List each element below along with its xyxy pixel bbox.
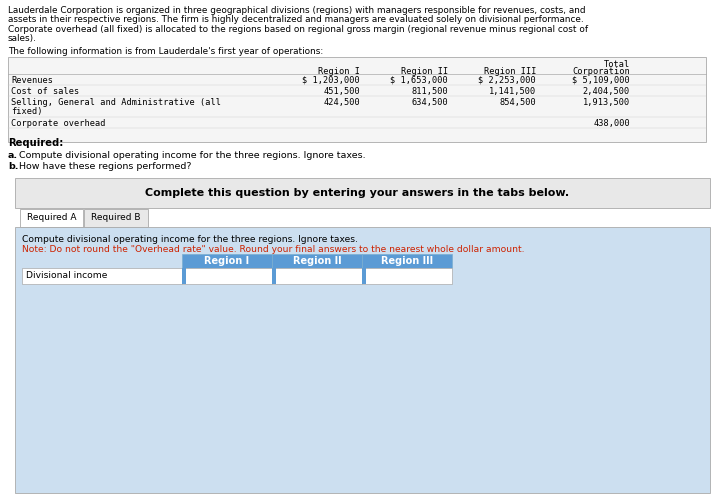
Text: Region II: Region II	[401, 67, 448, 76]
Text: Compute divisional operating income for the three regions. Ignore taxes.: Compute divisional operating income for …	[22, 235, 358, 244]
Text: Divisional income: Divisional income	[26, 271, 107, 280]
Text: Corporate overhead: Corporate overhead	[11, 119, 106, 128]
Text: Region II: Region II	[293, 256, 341, 266]
Text: $ 2,253,000: $ 2,253,000	[478, 76, 536, 85]
Text: 424,500: 424,500	[323, 98, 360, 107]
Text: $ 5,109,000: $ 5,109,000	[572, 76, 630, 85]
Bar	[362, 254, 452, 268]
Text: The following information is from Lauderdale's first year of operations:: The following information is from Lauder…	[8, 47, 323, 56]
Text: Revenues: Revenues	[11, 76, 53, 85]
Bar	[182, 254, 272, 268]
Text: b.: b.	[8, 162, 19, 171]
Text: Region III: Region III	[381, 256, 433, 266]
Text: Region III: Region III	[484, 67, 536, 76]
Text: Required:: Required:	[8, 138, 63, 148]
Bar	[272, 254, 362, 268]
Text: How have these regions performed?: How have these regions performed?	[16, 162, 192, 171]
Text: $ 1,203,000: $ 1,203,000	[302, 76, 360, 85]
Text: Required A: Required A	[27, 214, 76, 223]
Text: Required B: Required B	[91, 214, 140, 223]
Text: 2,404,500: 2,404,500	[582, 87, 630, 96]
Text: 634,500: 634,500	[411, 98, 448, 107]
Bar	[362, 268, 452, 284]
Bar	[272, 268, 276, 284]
Text: $ 1,653,000: $ 1,653,000	[390, 76, 448, 85]
Text: assets in their respective regions. The firm is highly decentralized and manager: assets in their respective regions. The …	[8, 15, 584, 24]
Bar	[84, 209, 148, 227]
Text: Corporation: Corporation	[572, 67, 630, 76]
Text: Cost of sales: Cost of sales	[11, 87, 79, 96]
Bar	[272, 268, 362, 284]
Text: Total: Total	[604, 60, 630, 69]
Text: Complete this question by entering your answers in the tabs below.: Complete this question by entering your …	[145, 188, 569, 198]
Bar	[182, 268, 186, 284]
Bar	[15, 178, 710, 208]
Bar	[22, 268, 182, 284]
Text: 451,500: 451,500	[323, 87, 360, 96]
Bar	[182, 268, 272, 284]
Text: Region I: Region I	[318, 67, 360, 76]
Text: 811,500: 811,500	[411, 87, 448, 96]
Text: 1,141,500: 1,141,500	[489, 87, 536, 96]
Text: Selling, General and Administrative (all: Selling, General and Administrative (all	[11, 98, 221, 107]
Bar	[20, 209, 83, 227]
Text: a.: a.	[8, 151, 18, 160]
Bar	[15, 227, 710, 493]
Text: sales).: sales).	[8, 34, 37, 44]
Text: Region I: Region I	[204, 256, 250, 266]
Text: Compute divisional operating income for the three regions. Ignore taxes.: Compute divisional operating income for …	[16, 151, 366, 160]
Bar	[8, 57, 706, 142]
Text: Note: Do not round the "Overhead rate" value. Round your final answers to the ne: Note: Do not round the "Overhead rate" v…	[22, 245, 524, 254]
Bar	[362, 268, 366, 284]
Text: Corporate overhead (all fixed) is allocated to the regions based on regional gro: Corporate overhead (all fixed) is alloca…	[8, 25, 588, 34]
Text: 1,913,500: 1,913,500	[582, 98, 630, 107]
Text: 854,500: 854,500	[499, 98, 536, 107]
Text: 438,000: 438,000	[593, 119, 630, 128]
Text: fixed): fixed)	[11, 107, 42, 116]
Text: Lauderdale Corporation is organized in three geographical divisions (regions) wi: Lauderdale Corporation is organized in t…	[8, 6, 585, 15]
